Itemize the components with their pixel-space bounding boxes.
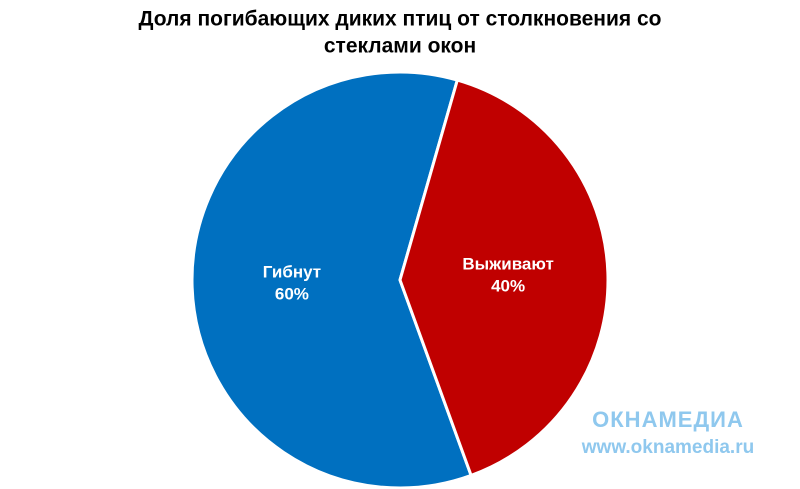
watermark-logo: ОКНАМЕДИА <box>592 407 744 432</box>
pie-slice <box>190 70 474 489</box>
slice-category: Гибнут <box>263 262 321 281</box>
slice-value-label: 60% <box>275 284 309 303</box>
chart-title: Доля погибающих диких птиц от столкновен… <box>139 8 662 31</box>
slice-value-label: 40% <box>491 277 525 296</box>
pie: Гибнут 60% Выживают 40% <box>190 70 610 489</box>
pie-slice <box>398 78 610 478</box>
slice-category: Выживают <box>462 255 553 274</box>
watermark-url: www.oknamedia.ru <box>581 437 754 458</box>
chart-title: стеклами окон <box>324 35 476 58</box>
